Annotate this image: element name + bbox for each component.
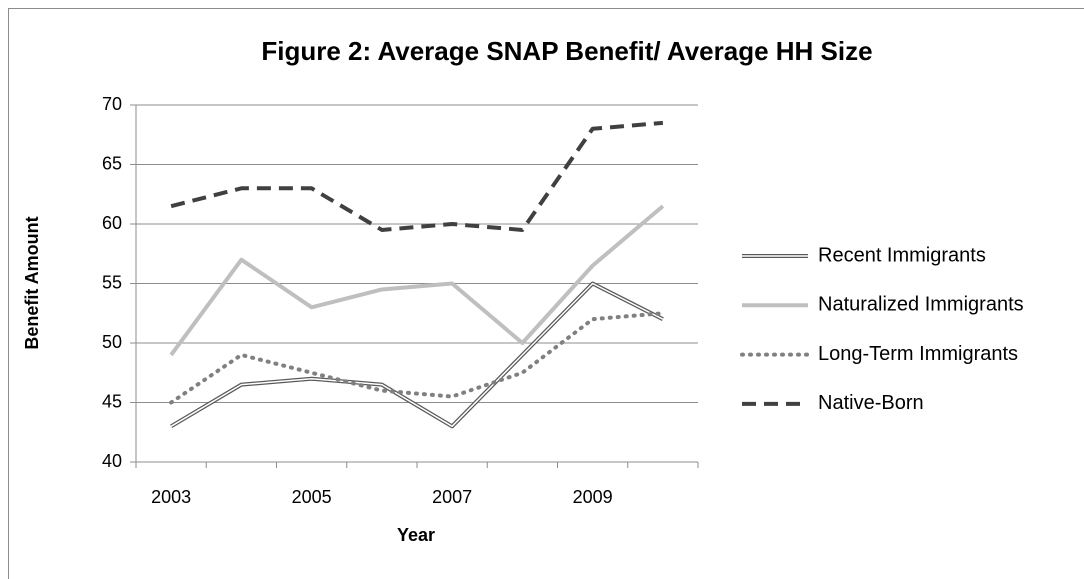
series-line-inner [170, 282, 664, 428]
y-tick-label: 55 [102, 272, 122, 292]
legend-label: Recent Immigrants [818, 244, 986, 266]
series-line [170, 120, 664, 232]
y-tick-label: 40 [102, 451, 122, 471]
x-tick-label: 2009 [573, 487, 613, 507]
y-tick-label: 45 [102, 391, 122, 411]
y-axis-label: Benefit Amount [22, 216, 42, 349]
series-line [169, 204, 665, 357]
legend-label: Native-Born [818, 392, 924, 414]
series-line [169, 311, 665, 405]
y-tick-label: 70 [102, 94, 122, 114]
x-tick-label: 2005 [292, 487, 332, 507]
chart-title: Figure 2: Average SNAP Benefit/ Average … [261, 36, 872, 66]
chart-border [8, 8, 1084, 579]
x-axis-label: Year [397, 525, 435, 545]
x-tick-label: 2003 [151, 487, 191, 507]
legend-label: Long-Term Immigrants [818, 343, 1018, 365]
legend-label: Naturalized Immigrants [818, 294, 1024, 316]
y-tick-label: 65 [102, 153, 122, 173]
x-tick-label: 2007 [432, 487, 472, 507]
y-tick-label: 60 [102, 213, 122, 233]
y-tick-label: 50 [102, 332, 122, 352]
